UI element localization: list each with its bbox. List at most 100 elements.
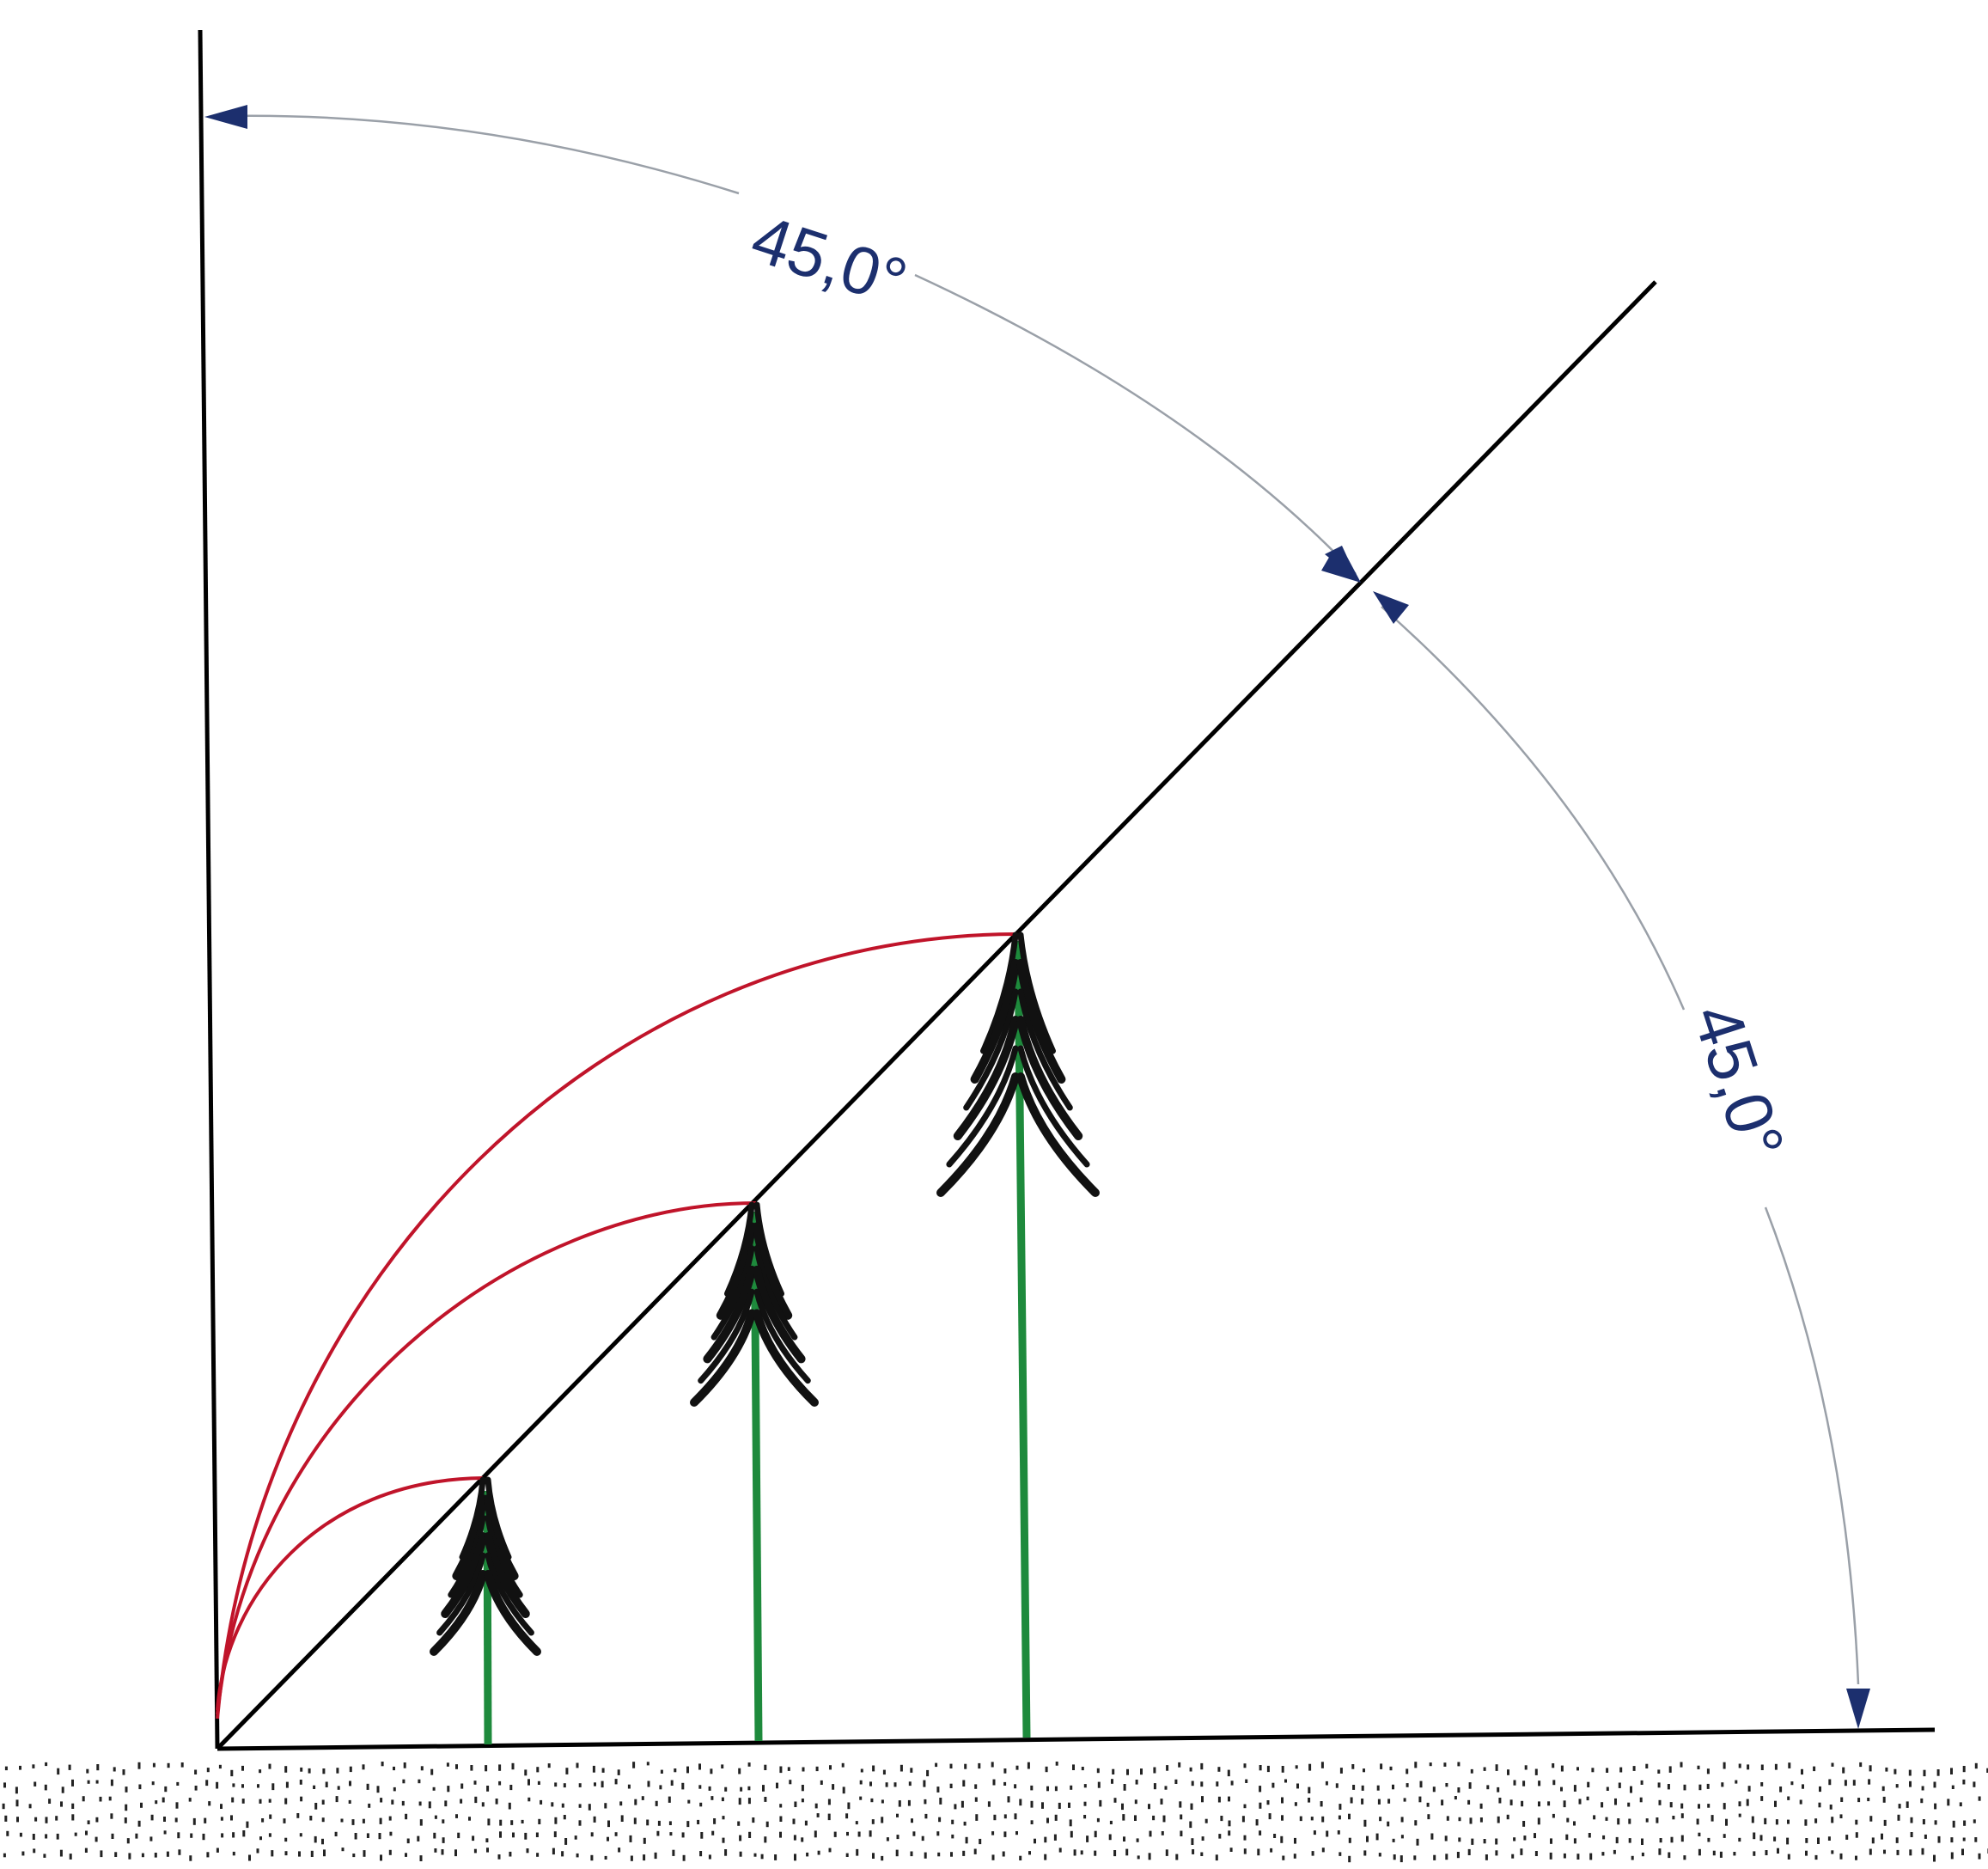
ground-dot — [627, 1784, 631, 1789]
ground-dot — [128, 1853, 131, 1860]
ground-dot — [1229, 1848, 1233, 1852]
ground-dot — [460, 1799, 463, 1804]
ground-dot — [686, 1821, 690, 1828]
ground-dot — [1723, 1834, 1726, 1838]
ground-dot — [473, 1848, 477, 1854]
ground-dot — [1576, 1854, 1580, 1860]
foliage-stroke — [1016, 1016, 1083, 1140]
ground-dot — [537, 1780, 540, 1785]
ground-dot — [1513, 1837, 1516, 1842]
ground-dot — [634, 1799, 637, 1805]
ground-dot — [362, 1818, 365, 1823]
ground-dot — [829, 1765, 832, 1770]
ground-dot — [96, 1764, 100, 1771]
ground-dot — [1121, 1803, 1124, 1811]
ground-dot — [1951, 1785, 1954, 1789]
ground-dot — [310, 1850, 314, 1857]
ground-dot — [869, 1830, 872, 1837]
ground-dot — [654, 1852, 657, 1860]
ground-dot — [1446, 1816, 1449, 1821]
ground-dot — [149, 1836, 153, 1842]
ground-dot — [1950, 1852, 1954, 1860]
ground-dot — [910, 1851, 913, 1857]
ground-dot — [15, 1787, 18, 1794]
ground-dot — [335, 1796, 338, 1803]
ground-dot — [1680, 1762, 1683, 1768]
ground-dot — [313, 1785, 316, 1789]
ground-dot — [68, 1764, 71, 1770]
ground-dot — [1227, 1769, 1230, 1777]
ground-dot — [1497, 1816, 1500, 1823]
ground-dot — [1096, 1817, 1100, 1823]
ground-dot — [1867, 1798, 1870, 1802]
ground-dot — [855, 1821, 858, 1825]
tree-foliage-large — [936, 931, 1100, 1197]
ground-dot — [6, 1830, 9, 1836]
foliage-stroke — [753, 1222, 793, 1320]
foliage-stroke — [753, 1245, 798, 1341]
ground-dot — [1910, 1817, 1913, 1823]
foliage-stroke — [963, 988, 1019, 1111]
ground-dot — [1189, 1767, 1192, 1772]
ground-dot — [1909, 1849, 1912, 1856]
ground-dot — [1427, 1814, 1430, 1820]
ground-dot — [351, 1819, 355, 1825]
ground-dot — [1485, 1854, 1488, 1860]
foliage-stroke — [430, 1570, 487, 1656]
ground-dot — [842, 1787, 845, 1794]
ground-dot — [552, 1848, 555, 1855]
ground-dot — [1552, 1780, 1556, 1786]
ground-dot — [1774, 1763, 1778, 1770]
ground-dot — [1787, 1854, 1790, 1860]
foliage-stroke — [1016, 959, 1066, 1084]
ground-dot — [125, 1804, 128, 1811]
ground-dot — [321, 1838, 324, 1845]
ground-dot — [1839, 1814, 1843, 1818]
ground-dot — [155, 1800, 158, 1805]
ground-dot — [804, 1820, 808, 1826]
ground-dot — [1217, 1767, 1221, 1772]
ground-dot — [669, 1832, 673, 1836]
ground-dot — [1426, 1802, 1430, 1807]
ground-dot — [833, 1831, 837, 1837]
ground-dot — [1883, 1849, 1886, 1854]
ground-dot — [1311, 1851, 1314, 1856]
ground-dot — [1672, 1816, 1675, 1820]
ground-dot — [457, 1832, 460, 1839]
ground-dot — [601, 1768, 605, 1773]
ground-dot — [1667, 1784, 1670, 1790]
ground-dot — [1387, 1821, 1390, 1827]
ground-dot — [1486, 1785, 1490, 1790]
ground-dot — [672, 1849, 675, 1856]
ground-dot — [1378, 1853, 1381, 1857]
ground-dot — [760, 1854, 764, 1860]
ground-dot — [19, 1832, 22, 1837]
ground-dot — [885, 1782, 888, 1787]
ground-dot — [592, 1765, 595, 1773]
angle-label-upper: 45,0° — [743, 199, 916, 320]
ground-dot — [113, 1767, 116, 1772]
ground-dot — [1735, 1780, 1738, 1784]
ground-dot — [1606, 1787, 1609, 1791]
ground-dot — [1760, 1782, 1764, 1787]
ground-dot — [578, 1804, 582, 1808]
ground-dot — [721, 1764, 724, 1768]
ground-dot — [1753, 1851, 1756, 1856]
angle-label-lower: 45,0° — [1679, 995, 1799, 1168]
ground-dot — [974, 1797, 978, 1802]
ground-dot — [699, 1851, 703, 1857]
ground-dot — [1659, 1838, 1662, 1843]
ground-dot — [1844, 1780, 1847, 1787]
ground-dot — [1134, 1815, 1137, 1821]
ground-dot — [1083, 1801, 1087, 1806]
ground-dot — [334, 1831, 338, 1836]
ground-dot — [1122, 1814, 1125, 1821]
ground-dot — [1973, 1781, 1976, 1787]
ground-dot — [174, 1817, 178, 1823]
foliage-stroke — [485, 1514, 523, 1598]
ground-dot — [564, 1838, 568, 1845]
ground-dot — [1413, 1855, 1417, 1860]
ground-dot — [618, 1848, 621, 1853]
ground-dot — [832, 1784, 835, 1790]
ground-dot — [1619, 1767, 1623, 1773]
